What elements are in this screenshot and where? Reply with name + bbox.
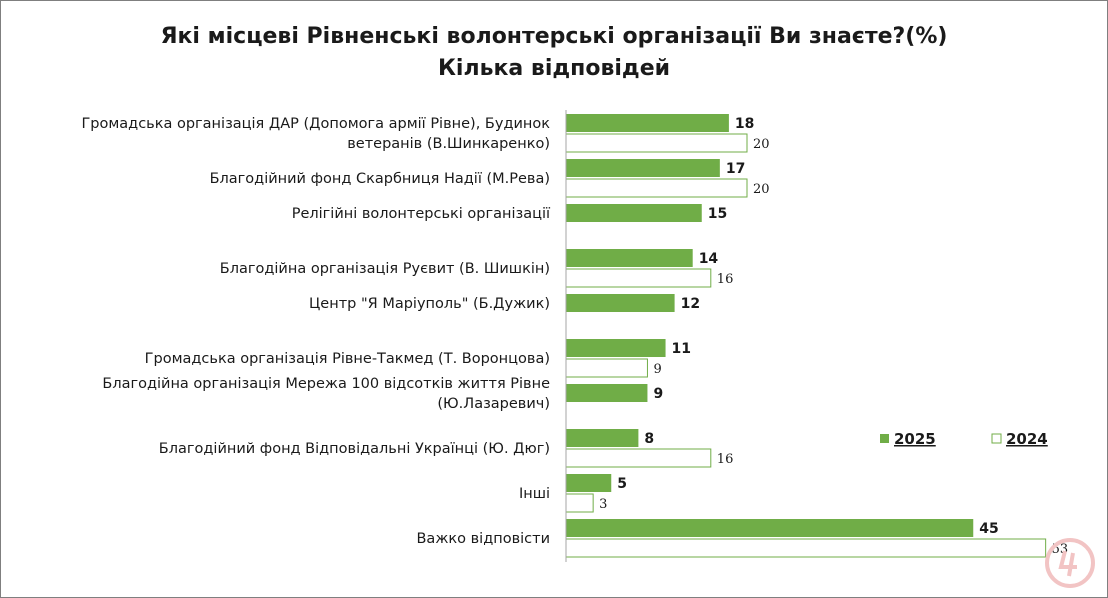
category-label-line: (Ю.Лазаревич) xyxy=(437,396,550,412)
data-label-2025: 17 xyxy=(726,161,745,177)
chart-subtitle: Кілька відповідей xyxy=(438,56,670,81)
category-label-line: Центр "Я Маріуполь" (Б.Дужик) xyxy=(309,296,550,312)
data-label-2025: 5 xyxy=(617,476,627,492)
bar-2025 xyxy=(566,474,612,492)
category-label-line: Благодійна організація Мережа 100 відсот… xyxy=(102,376,550,392)
data-label-2025: 18 xyxy=(735,116,754,132)
data-label-2025: 12 xyxy=(681,296,700,312)
bar-2025 xyxy=(566,204,702,222)
category-label-line: Громадська організація ДАР (Допомога арм… xyxy=(81,116,550,132)
legend-label-2024: 2024 xyxy=(1006,430,1048,448)
legend-label-2025: 2025 xyxy=(894,430,936,448)
data-label-2024: 3 xyxy=(599,497,607,512)
category-label-line: ветеранів (В.Шинкаренко) xyxy=(347,136,550,152)
bar-2024 xyxy=(565,538,1047,558)
legend-swatch-2025 xyxy=(880,434,889,443)
legend-swatch-2024 xyxy=(991,433,1002,444)
data-label-2024: 16 xyxy=(717,452,734,467)
category-label-line: Благодійна організація Руєвит (В. Шишкін… xyxy=(220,261,550,277)
category-label: Інші xyxy=(519,486,550,502)
bar-2025 xyxy=(566,519,974,537)
data-label-2025: 15 xyxy=(708,206,727,222)
legend: 2025 2024 xyxy=(880,430,1048,448)
data-label-2024: 9 xyxy=(653,362,661,377)
category-label: Важко відповісти xyxy=(416,531,550,547)
bar-2024 xyxy=(565,493,594,513)
category-labels: Громадська організація ДАР (Допомога арм… xyxy=(81,116,551,547)
category-label-line: Благодійний фонд Скарбниця Надії (М.Рева… xyxy=(210,171,550,187)
category-label-line: Благодійний фонд Відповідальні Українці … xyxy=(159,441,550,457)
data-label-2025: 8 xyxy=(644,431,654,447)
data-label-2025: 11 xyxy=(672,341,691,357)
category-label: Громадська організація Рівне-Такмед (Т. … xyxy=(145,351,550,367)
bar-2025 xyxy=(566,384,648,402)
bar-2025 xyxy=(566,159,720,177)
category-label: Благодійний фонд Відповідальні Українці … xyxy=(159,441,550,457)
data-label-2025: 9 xyxy=(653,386,663,402)
category-label-line: Релігійні волонтерські організації xyxy=(292,206,551,222)
category-label-line: Важко відповісти xyxy=(416,531,550,547)
bar-2025 xyxy=(566,429,639,447)
bar-2024 xyxy=(565,358,648,378)
category-label: Благодійний фонд Скарбниця Надії (М.Рева… xyxy=(210,171,550,187)
data-label-2024: 16 xyxy=(717,272,734,287)
data-label-2025: 45 xyxy=(979,521,998,537)
bar-2024 xyxy=(565,178,748,198)
category-label: Центр "Я Маріуполь" (Б.Дужик) xyxy=(309,296,550,312)
bar-2024 xyxy=(565,448,712,468)
category-label: Громадська організація ДАР (Допомога арм… xyxy=(81,116,550,152)
category-label: Благодійна організація Руєвит (В. Шишкін… xyxy=(220,261,550,277)
chart-title: Які місцеві Рівненські волонтерські орга… xyxy=(161,24,948,49)
bar-2024 xyxy=(565,133,748,153)
bar-2025 xyxy=(566,249,693,267)
bar-2025 xyxy=(566,114,729,132)
bar-2025 xyxy=(566,294,675,312)
category-label: Благодійна організація Мережа 100 відсот… xyxy=(102,376,550,412)
category-label-line: Інші xyxy=(519,486,550,502)
data-label-2024: 20 xyxy=(753,137,770,152)
circle-logo-icon xyxy=(1045,538,1095,588)
data-label-2024: 20 xyxy=(753,182,770,197)
category-label-line: Громадська організація Рівне-Такмед (Т. … xyxy=(145,351,550,367)
bar-2025 xyxy=(566,339,666,357)
bar-2024 xyxy=(565,268,712,288)
category-label: Релігійні волонтерські організації xyxy=(292,206,551,222)
data-label-2025: 14 xyxy=(699,251,719,267)
